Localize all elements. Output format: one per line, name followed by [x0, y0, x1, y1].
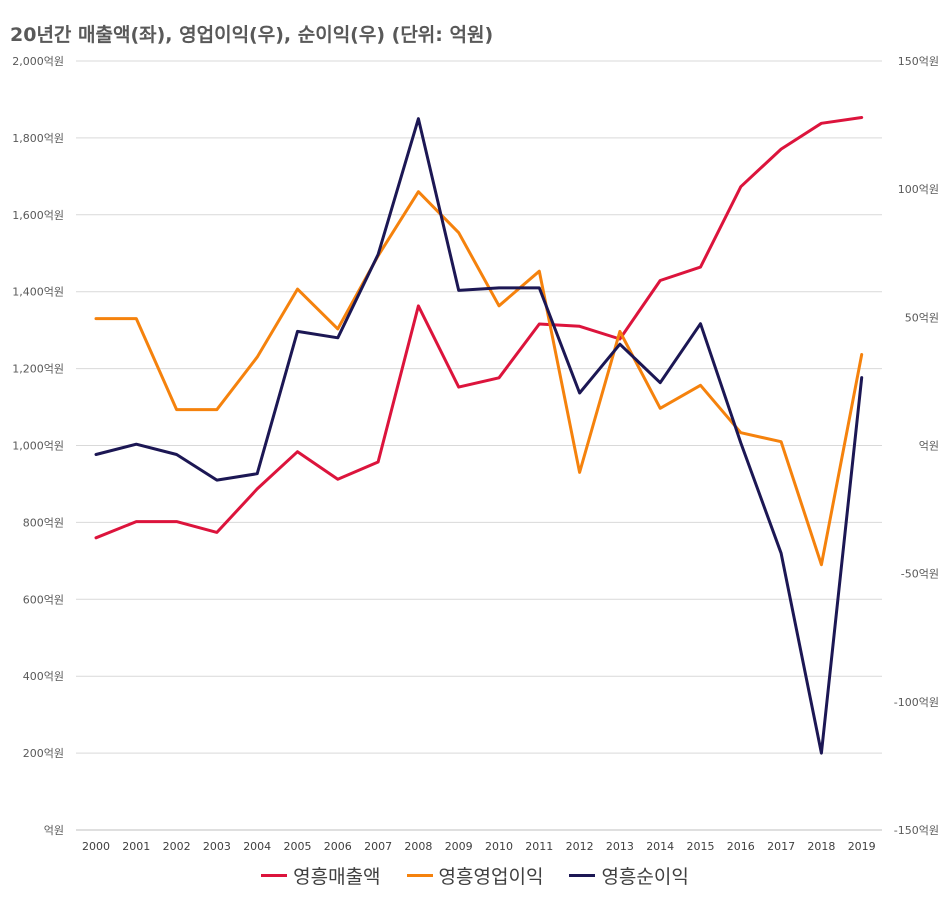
right-tick-label: 150억원 — [898, 55, 939, 68]
legend-swatch-net-profit — [569, 874, 596, 877]
left-tick-label: 1,800억원 — [12, 132, 64, 145]
x-tick-label: 2018 — [807, 840, 835, 853]
legend-item-sales[interactable]: 영흥매출액 — [261, 862, 381, 889]
left-tick-label: 800억원 — [23, 516, 64, 529]
x-tick-label: 2019 — [848, 840, 876, 853]
right-tick-label: -150억원 — [894, 824, 939, 837]
x-tick-label: 2016 — [727, 840, 755, 853]
x-tick-label: 2000 — [82, 840, 110, 853]
x-tick-label: 2007 — [364, 840, 392, 853]
legend-label-net-profit: 영흥순이익 — [601, 866, 689, 888]
left-tick-label: 1,000억원 — [12, 440, 64, 453]
left-tick-label: 1,400억원 — [12, 286, 64, 299]
legend: 영흥매출액 영흥영업이익 영흥순이익 — [0, 862, 950, 889]
series-line-sales — [94, 116, 864, 540]
series-lines — [94, 116, 864, 755]
x-tick-label: 2002 — [163, 840, 191, 853]
left-tick-label: 600억원 — [23, 593, 64, 606]
legend-swatch-operating-profit — [406, 874, 433, 877]
chart-title: 20년간 매출액(좌), 영업이익(우), 순이익(우) (단위: 억원) — [10, 24, 494, 46]
legend-label-operating-profit: 영흥영업이익 — [438, 866, 544, 888]
x-tick-label: 2010 — [485, 840, 513, 853]
x-tick-label: 2013 — [606, 840, 634, 853]
x-tick-label: 2005 — [284, 840, 312, 853]
x-tick-label: 2008 — [404, 840, 432, 853]
right-tick-label: -100억원 — [894, 696, 939, 709]
x-tick-label: 2011 — [525, 840, 553, 853]
left-tick-label: 억원 — [44, 824, 64, 837]
right-tick-label: 100억원 — [898, 183, 939, 196]
left-tick-label: 1,600억원 — [12, 209, 64, 222]
left-tick-label: 200억원 — [23, 747, 64, 760]
series-line-net-profit — [94, 117, 864, 755]
x-tick-label: 2004 — [243, 840, 271, 853]
legend-label-sales: 영흥매출액 — [293, 866, 381, 888]
x-tick-label: 2001 — [122, 840, 150, 853]
legend-item-net-profit[interactable]: 영흥순이익 — [569, 862, 689, 889]
left-tick-label: 400억원 — [23, 670, 64, 683]
grid-lines — [76, 60, 882, 831]
right-tick-label: 억원 — [919, 440, 939, 453]
right-tick-label: 50억원 — [905, 311, 939, 324]
x-tick-label: 2009 — [445, 840, 473, 853]
series-line-operating-profit — [94, 190, 864, 567]
left-tick-label: 1,200억원 — [12, 363, 64, 376]
x-tick-label: 2015 — [687, 840, 715, 853]
legend-swatch-sales — [261, 874, 288, 877]
left-axis-ticks: 억원 200억원 400억원 600억원 800억원 1,000억원 1,200억원 1,40… — [12, 55, 64, 837]
x-tick-label: 2012 — [566, 840, 594, 853]
right-tick-label: -50억원 — [901, 568, 939, 581]
x-axis-ticks: 2000 2001 2002 2003 2004 2005 2006 2007 2008 2009… — [82, 840, 876, 853]
x-tick-label: 2017 — [767, 840, 795, 853]
x-tick-label: 2003 — [203, 840, 231, 853]
x-tick-label: 2006 — [324, 840, 352, 853]
legend-item-operating-profit[interactable]: 영흥영업이익 — [406, 862, 544, 889]
right-axis-ticks: -150억원 -100억원 -50억원 억원 50억원 100억원 150억원 — [894, 55, 939, 837]
x-tick-label: 2014 — [646, 840, 674, 853]
left-tick-label: 2,000억원 — [12, 55, 64, 68]
